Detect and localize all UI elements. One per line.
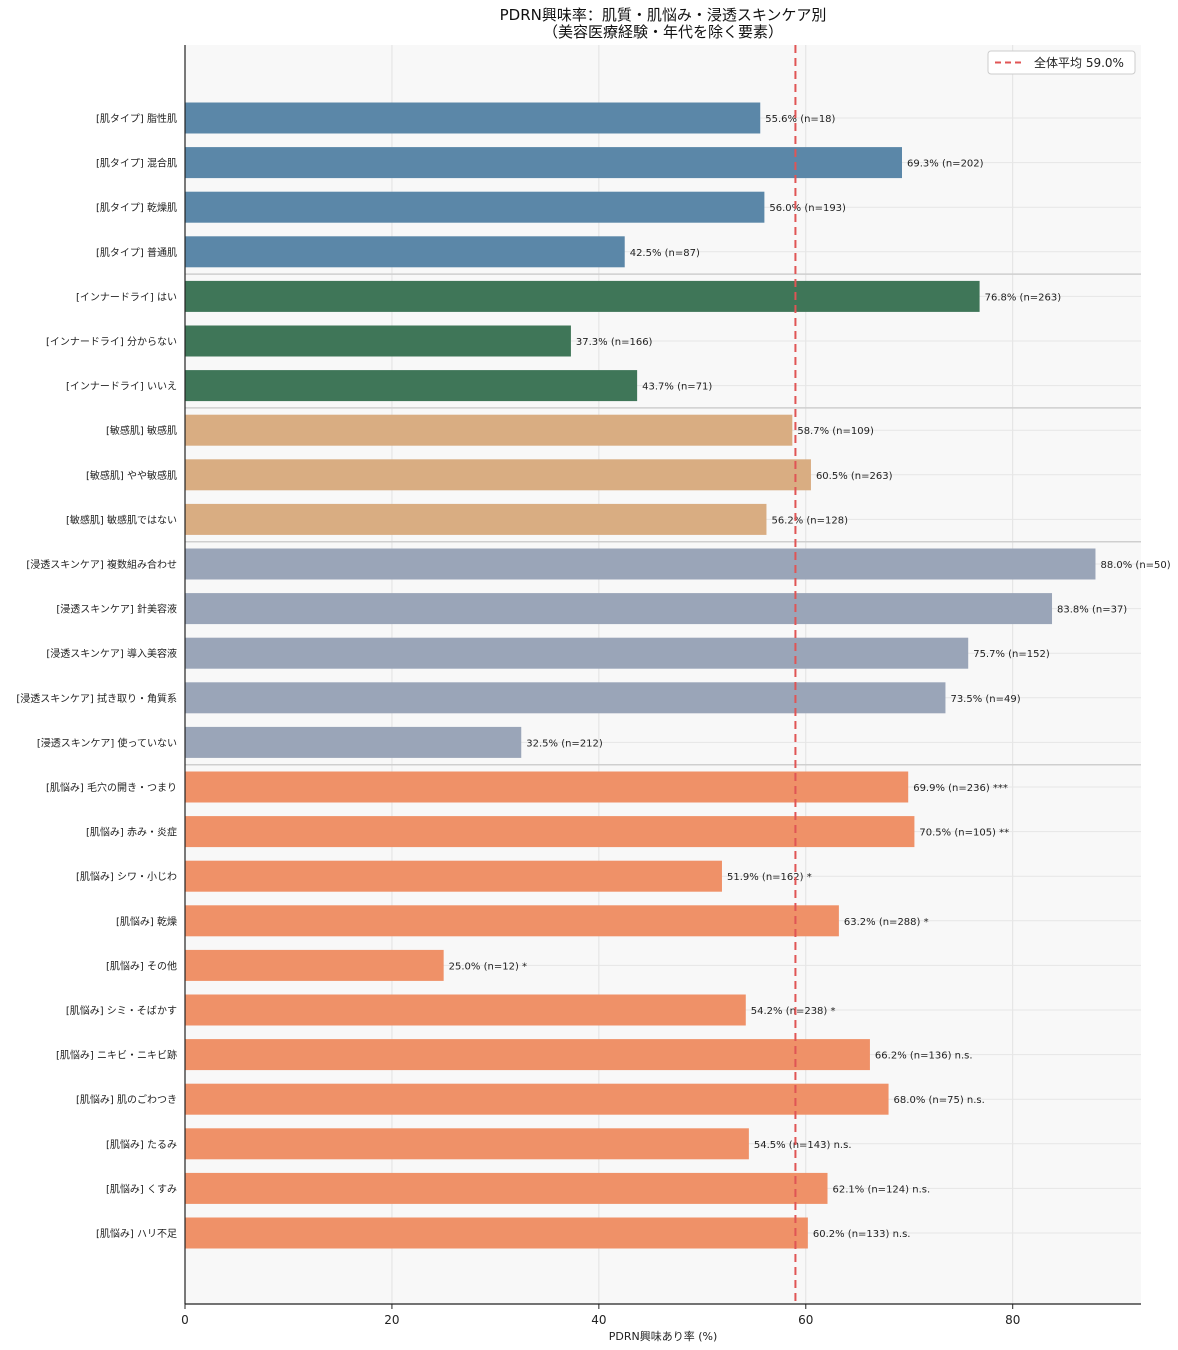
y-tick-label: [浸透スキンケア] 拭き取り・角質系: [16, 692, 177, 705]
bar: [185, 1083, 889, 1115]
y-tick-label: [浸透スキンケア] 使っていない: [37, 736, 177, 749]
x-tick-label: 0: [181, 1313, 189, 1327]
data-label: 25.0% (n=12) *: [449, 961, 527, 972]
x-tick-label: 20: [384, 1313, 399, 1327]
y-tick-label: [肌悩み] その他: [106, 959, 177, 972]
data-label: 73.5% (n=49): [950, 694, 1020, 705]
y-tick-label: [肌悩み] 赤み・炎症: [86, 826, 177, 839]
y-tick-label: [敏感肌] 敏感肌ではない: [66, 513, 177, 526]
data-label: 58.7% (n=109): [797, 426, 874, 437]
y-tick-label: [インナードライ] いいえ: [66, 381, 177, 393]
bar: [185, 1128, 749, 1160]
bar: [185, 147, 902, 179]
data-label: 88.0% (n=50): [1100, 560, 1170, 571]
y-tick-label: [肌悩み] たるみ: [106, 1138, 177, 1151]
legend-box: [987, 50, 1136, 75]
y-tick-label: [敏感肌] 敏感肌: [106, 424, 177, 437]
bar: [185, 1172, 828, 1204]
y-tick-label: [肌タイプ] 脂性肌: [96, 112, 177, 125]
y-tick-label: [肌タイプ] 普通肌: [96, 246, 177, 259]
data-label: 51.9% (n=162) *: [727, 872, 812, 883]
y-tick-label: [インナードライ] 分からない: [46, 336, 177, 348]
data-label: 69.3% (n=202): [907, 159, 984, 170]
data-label: 54.5% (n=143) n.s.: [754, 1140, 852, 1151]
bar: [185, 593, 1053, 625]
bar: [185, 637, 969, 669]
y-tick-label: [肌悩み] 乾燥: [116, 915, 177, 928]
y-tick-label: [浸透スキンケア] 導入美容液: [46, 647, 177, 660]
data-label: 55.6% (n=18): [765, 114, 835, 125]
data-label: 68.0% (n=75) n.s.: [894, 1095, 985, 1106]
y-tick-label: [肌悩み] ニキビ・ニキビ跡: [56, 1049, 177, 1062]
bar: [185, 503, 767, 535]
chart-subtitle: （美容医療経験・年代を除く要素）: [543, 23, 783, 41]
bar: [185, 994, 746, 1026]
data-label: 76.8% (n=263): [985, 292, 1062, 303]
data-label: 56.0% (n=193): [769, 203, 846, 214]
bar: [185, 191, 765, 223]
plot-area: [185, 45, 1141, 1304]
data-label: 75.7% (n=152): [973, 649, 1050, 660]
data-label: 54.2% (n=238) *: [751, 1006, 836, 1017]
y-tick-label: [肌悩み] くすみ: [106, 1182, 177, 1195]
y-tick-label: [肌タイプ] 乾燥肌: [96, 201, 177, 214]
legend-entry: 全体平均 59.0%: [1034, 55, 1124, 70]
bar: [185, 816, 915, 848]
bar: [185, 682, 946, 714]
data-label: 69.9% (n=236) ***: [913, 783, 1008, 794]
data-label: 60.2% (n=133) n.s.: [813, 1229, 911, 1240]
data-label: 62.1% (n=124) n.s.: [833, 1184, 931, 1195]
y-tick-label: [肌悩み] シワ・小じわ: [76, 870, 177, 883]
data-label: 42.5% (n=87): [630, 248, 700, 259]
y-tick-label: [浸透スキンケア] 複数組み合わせ: [26, 558, 177, 571]
y-tick-label: [肌悩み] 毛穴の開き・つまり: [46, 781, 177, 794]
bar: [185, 548, 1096, 580]
bar: [185, 459, 811, 491]
x-tick-label: 80: [1005, 1313, 1020, 1327]
bar: [185, 771, 909, 803]
data-label: 83.8% (n=37): [1057, 605, 1127, 616]
x-tick-label: 60: [798, 1313, 813, 1327]
data-label: 66.2% (n=136) n.s.: [875, 1051, 973, 1062]
axes: 0 20 40 60 80: [181, 45, 1141, 1327]
y-tick-label: [インナードライ] はい: [76, 291, 177, 303]
legend: 全体平均 59.0%: [987, 50, 1136, 75]
y-tick-label: [肌悩み] ハリ不足: [96, 1227, 177, 1240]
bar: [185, 325, 571, 357]
x-tick-label: 40: [591, 1313, 606, 1327]
bar: [185, 370, 638, 402]
data-label: 70.5% (n=105) **: [919, 828, 1009, 839]
data-label: 63.2% (n=288) *: [844, 917, 929, 928]
bars-layer: [肌タイプ] 脂性肌 55.6% (n=18) [肌タイプ] 混合肌 69.3% (n…: [16, 102, 1171, 1249]
y-tick-label: [敏感肌] やや敏感肌: [86, 469, 177, 482]
bar: [185, 280, 980, 312]
x-axis-label: PDRN興味あり率 (%): [609, 1329, 718, 1343]
bar: [185, 860, 722, 892]
y-tick-label: [肌タイプ] 混合肌: [96, 157, 177, 170]
data-label: 32.5% (n=212): [526, 738, 603, 749]
bar: [185, 236, 625, 268]
bar: [185, 726, 522, 758]
bar: [185, 1039, 870, 1071]
data-label: 60.5% (n=263): [816, 471, 893, 482]
data-label: 56.2% (n=128): [771, 515, 848, 526]
y-tick-label: [肌悩み] シミ・そばかす: [66, 1004, 177, 1017]
y-tick-label: [浸透スキンケア] 針美容液: [56, 603, 177, 616]
data-label: 43.7% (n=71): [642, 382, 712, 393]
bar: [185, 1217, 808, 1249]
data-label: 37.3% (n=166): [576, 337, 653, 348]
bar: [185, 414, 793, 446]
bar: [185, 102, 761, 134]
bar: [185, 905, 839, 937]
chart-title: PDRN興味率：肌質・肌悩み・浸透スキンケア別: [500, 6, 827, 24]
bar: [185, 949, 444, 981]
y-tick-label: [肌悩み] 肌のごわつき: [76, 1093, 177, 1106]
